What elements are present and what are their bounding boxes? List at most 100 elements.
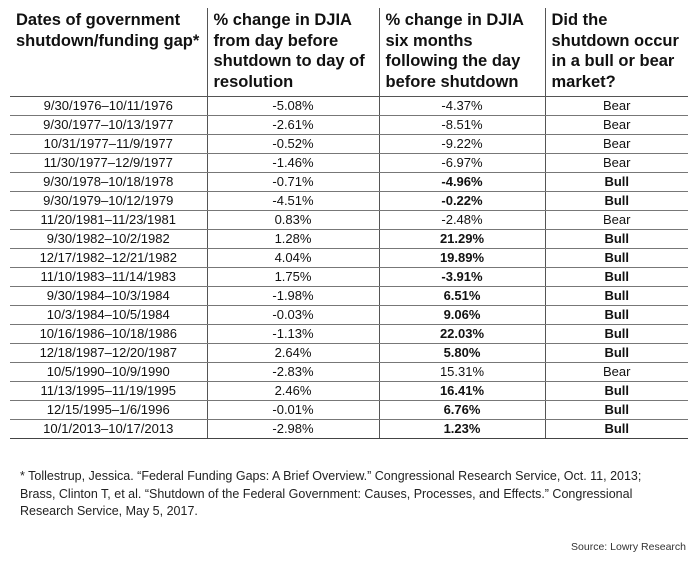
cell-market: Bull bbox=[544, 343, 688, 363]
table-header-row: Dates of government shutdown/funding gap… bbox=[10, 8, 688, 97]
cell-change-six-months: 1.23% bbox=[378, 419, 546, 439]
cell-change-resolution: -2.98% bbox=[206, 419, 380, 439]
source-credit: Source: Lowry Research bbox=[571, 541, 686, 553]
cell-change-resolution: 0.83% bbox=[206, 210, 380, 230]
table-row: 11/20/1981–11/23/1981 0.83% -2.48% Bear bbox=[10, 210, 688, 230]
cell-dates: 10/5/1990–10/9/1990 bbox=[10, 362, 208, 382]
cell-change-six-months: -6.97% bbox=[378, 153, 546, 173]
cell-market: Bull bbox=[544, 381, 688, 401]
header-market: Did the shutdown occur in a bull or bear… bbox=[544, 8, 688, 97]
cell-change-six-months: 5.80% bbox=[378, 343, 546, 363]
cell-dates: 10/16/1986–10/18/1986 bbox=[10, 324, 208, 344]
table-row: 10/16/1986–10/18/1986 -1.13% 22.03% Bull bbox=[10, 324, 688, 344]
cell-dates: 11/13/1995–11/19/1995 bbox=[10, 381, 208, 401]
cell-change-six-months: -0.22% bbox=[378, 191, 546, 211]
cell-change-resolution: 2.64% bbox=[206, 343, 380, 363]
cell-change-resolution: -1.98% bbox=[206, 286, 380, 306]
cell-change-resolution: -2.61% bbox=[206, 115, 380, 135]
cell-dates: 12/17/1982–12/21/1982 bbox=[10, 248, 208, 268]
cell-market: Bear bbox=[544, 96, 688, 116]
header-dates: Dates of government shutdown/funding gap… bbox=[10, 8, 208, 97]
table-row: 11/10/1983–11/14/1983 1.75% -3.91% Bull bbox=[10, 267, 688, 287]
table-row: 12/18/1987–12/20/1987 2.64% 5.80% Bull bbox=[10, 343, 688, 363]
table-row: 9/30/1978–10/18/1978 -0.71% -4.96% Bull bbox=[10, 172, 688, 192]
cell-change-six-months: 16.41% bbox=[378, 381, 546, 401]
cell-dates: 9/30/1982–10/2/1982 bbox=[10, 229, 208, 249]
cell-dates: 11/10/1983–11/14/1983 bbox=[10, 267, 208, 287]
cell-change-resolution: -0.03% bbox=[206, 305, 380, 325]
cell-change-six-months: 9.06% bbox=[378, 305, 546, 325]
cell-change-six-months: 6.51% bbox=[378, 286, 546, 306]
table-body: 9/30/1976–10/11/1976 -5.08% -4.37% Bear 9/30… bbox=[10, 96, 688, 439]
cell-change-resolution: -4.51% bbox=[206, 191, 380, 211]
cell-change-resolution: -1.13% bbox=[206, 324, 380, 344]
cell-change-resolution: -0.71% bbox=[206, 172, 380, 192]
cell-change-six-months: -9.22% bbox=[378, 134, 546, 154]
cell-change-six-months: -8.51% bbox=[378, 115, 546, 135]
table-row: 9/30/1977–10/13/1977 -2.61% -8.51% Bear bbox=[10, 115, 688, 135]
table-row: 11/13/1995–11/19/1995 2.46% 16.41% Bull bbox=[10, 381, 688, 401]
cell-market: Bear bbox=[544, 153, 688, 173]
cell-dates: 10/1/2013–10/17/2013 bbox=[10, 419, 208, 439]
cell-market: Bull bbox=[544, 172, 688, 192]
cell-change-six-months: -4.96% bbox=[378, 172, 546, 192]
table-row: 12/15/1995–1/6/1996 -0.01% 6.76% Bull bbox=[10, 400, 688, 420]
cell-change-six-months: 15.31% bbox=[378, 362, 546, 382]
cell-change-resolution: -5.08% bbox=[206, 96, 380, 116]
footnote: * Tollestrup, Jessica. “Federal Funding … bbox=[20, 469, 642, 518]
table-row: 9/30/1976–10/11/1976 -5.08% -4.37% Bear bbox=[10, 96, 688, 116]
cell-change-resolution: 1.28% bbox=[206, 229, 380, 249]
cell-dates: 10/3/1984–10/5/1984 bbox=[10, 305, 208, 325]
cell-change-resolution: 4.04% bbox=[206, 248, 380, 268]
cell-market: Bull bbox=[544, 286, 688, 306]
cell-change-resolution: -1.46% bbox=[206, 153, 380, 173]
cell-dates: 9/30/1984–10/3/1984 bbox=[10, 286, 208, 306]
cell-dates: 9/30/1979–10/12/1979 bbox=[10, 191, 208, 211]
cell-dates: 12/15/1995–1/6/1996 bbox=[10, 400, 208, 420]
cell-change-six-months: 22.03% bbox=[378, 324, 546, 344]
cell-change-resolution: 1.75% bbox=[206, 267, 380, 287]
cell-market: Bear bbox=[544, 362, 688, 382]
cell-dates: 10/31/1977–11/9/1977 bbox=[10, 134, 208, 154]
table-row: 10/3/1984–10/5/1984 -0.03% 9.06% Bull bbox=[10, 305, 688, 325]
table-row: 10/5/1990–10/9/1990 -2.83% 15.31% Bear bbox=[10, 362, 688, 382]
cell-market: Bull bbox=[544, 305, 688, 325]
cell-dates: 9/30/1977–10/13/1977 bbox=[10, 115, 208, 135]
shutdown-table: Dates of government shutdown/funding gap… bbox=[10, 8, 688, 439]
cell-change-six-months: -4.37% bbox=[378, 96, 546, 116]
cell-change-six-months: -2.48% bbox=[378, 210, 546, 230]
header-change-resolution: % change in DJIA from day before shutdow… bbox=[206, 8, 380, 97]
cell-change-six-months: 19.89% bbox=[378, 248, 546, 268]
cell-market: Bull bbox=[544, 229, 688, 249]
cell-market: Bull bbox=[544, 248, 688, 268]
cell-dates: 11/30/1977–12/9/1977 bbox=[10, 153, 208, 173]
table-row: 11/30/1977–12/9/1977 -1.46% -6.97% Bear bbox=[10, 153, 688, 173]
cell-market: Bull bbox=[544, 267, 688, 287]
cell-change-six-months: 6.76% bbox=[378, 400, 546, 420]
cell-dates: 9/30/1978–10/18/1978 bbox=[10, 172, 208, 192]
cell-change-resolution: -0.01% bbox=[206, 400, 380, 420]
table-row: 12/17/1982–12/21/1982 4.04% 19.89% Bull bbox=[10, 248, 688, 268]
cell-change-six-months: 21.29% bbox=[378, 229, 546, 249]
cell-dates: 9/30/1976–10/11/1976 bbox=[10, 96, 208, 116]
cell-market: Bull bbox=[544, 191, 688, 211]
cell-change-resolution: -2.83% bbox=[206, 362, 380, 382]
cell-market: Bear bbox=[544, 115, 688, 135]
cell-market: Bear bbox=[544, 210, 688, 230]
header-change-six-months: % change in DJIA six months following th… bbox=[378, 8, 546, 97]
cell-market: Bear bbox=[544, 134, 688, 154]
cell-change-resolution: -0.52% bbox=[206, 134, 380, 154]
cell-market: Bull bbox=[544, 400, 688, 420]
cell-market: Bull bbox=[544, 324, 688, 344]
table-row: 10/1/2013–10/17/2013 -2.98% 1.23% Bull bbox=[10, 419, 688, 439]
table-row: 10/31/1977–11/9/1977 -0.52% -9.22% Bear bbox=[10, 134, 688, 154]
cell-dates: 12/18/1987–12/20/1987 bbox=[10, 343, 208, 363]
table-row: 9/30/1982–10/2/1982 1.28% 21.29% Bull bbox=[10, 229, 688, 249]
table-row: 9/30/1979–10/12/1979 -4.51% -0.22% Bull bbox=[10, 191, 688, 211]
cell-change-resolution: 2.46% bbox=[206, 381, 380, 401]
shutdown-table-container: Dates of government shutdown/funding gap… bbox=[10, 8, 688, 439]
cell-dates: 11/20/1981–11/23/1981 bbox=[10, 210, 208, 230]
table-row: 9/30/1984–10/3/1984 -1.98% 6.51% Bull bbox=[10, 286, 688, 306]
cell-market: Bull bbox=[544, 419, 688, 439]
cell-change-six-months: -3.91% bbox=[378, 267, 546, 287]
